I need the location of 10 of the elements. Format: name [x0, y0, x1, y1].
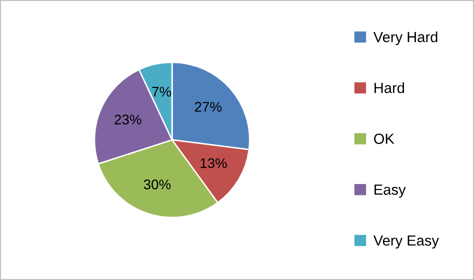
legend-label: Easy: [374, 184, 406, 198]
data-label: 30%: [144, 180, 171, 190]
legend-label: OK: [374, 134, 394, 144]
data-label: 27%: [194, 102, 222, 112]
data-label: 7%: [152, 86, 172, 97]
legend-label: Hard: [374, 82, 404, 94]
data-label: 23%: [114, 114, 142, 124]
legend-label: Very Easy: [373, 235, 439, 249]
legend-label: Very Hard: [373, 32, 438, 46]
data-label: 13%: [200, 158, 227, 168]
